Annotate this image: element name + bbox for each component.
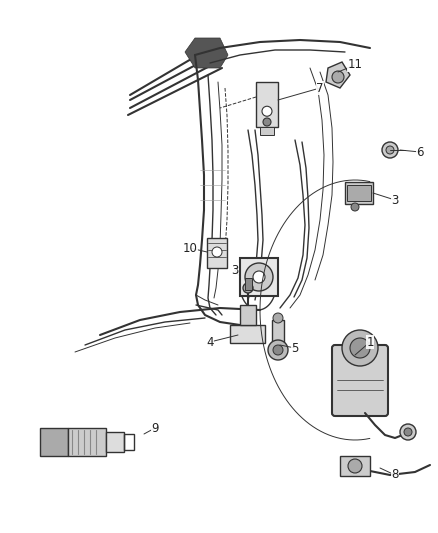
Bar [124,434,134,450]
Bar [240,258,278,296]
Circle shape [404,428,412,436]
Bar [68,428,106,456]
Circle shape [263,118,271,126]
Text: 6: 6 [416,146,424,158]
Circle shape [351,203,359,211]
Text: 3: 3 [391,193,399,206]
Text: 8: 8 [391,469,399,481]
Circle shape [332,71,344,83]
Bar [347,185,371,201]
Polygon shape [326,62,350,88]
Circle shape [268,340,288,360]
FancyBboxPatch shape [332,345,388,416]
Text: 11: 11 [347,59,363,71]
Text: 10: 10 [183,241,198,254]
Circle shape [253,271,265,283]
Text: 5: 5 [291,342,299,354]
Polygon shape [185,38,228,68]
Bar [207,238,227,268]
Circle shape [243,283,253,293]
Circle shape [342,330,378,366]
Text: 1: 1 [366,335,374,349]
Circle shape [245,263,273,291]
Bar [106,432,124,452]
Circle shape [350,338,370,358]
Bar [40,428,68,456]
Circle shape [400,424,416,440]
Text: 9: 9 [151,422,159,434]
Bar [240,305,256,325]
Circle shape [382,142,398,158]
Bar [230,325,265,343]
Bar [260,127,274,135]
Text: 4: 4 [206,335,214,349]
Circle shape [348,459,362,473]
Bar [256,82,278,127]
Text: 3: 3 [231,263,239,277]
Text: 7: 7 [316,82,324,94]
Bar [272,320,284,348]
Circle shape [273,345,283,355]
Bar [245,278,252,290]
Circle shape [386,146,394,154]
Circle shape [273,313,283,323]
Circle shape [212,247,222,257]
Circle shape [262,106,272,116]
Bar [345,182,373,204]
Bar [340,456,370,476]
